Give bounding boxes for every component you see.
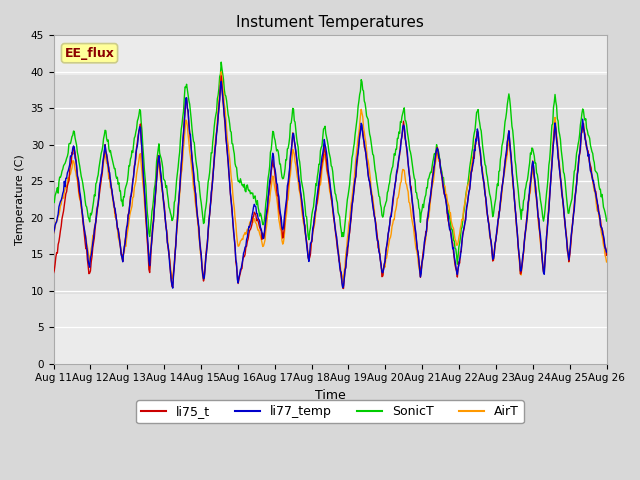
- Y-axis label: Temperature (C): Temperature (C): [15, 154, 25, 245]
- Bar: [54, 148, 607, 294]
- X-axis label: Time: Time: [315, 389, 346, 402]
- Legend: li75_t, li77_temp, SonicT, AirT: li75_t, li77_temp, SonicT, AirT: [136, 400, 524, 423]
- Bar: [54, 75, 607, 148]
- Text: EE_flux: EE_flux: [65, 47, 115, 60]
- Title: Instument Temperatures: Instument Temperatures: [236, 15, 424, 30]
